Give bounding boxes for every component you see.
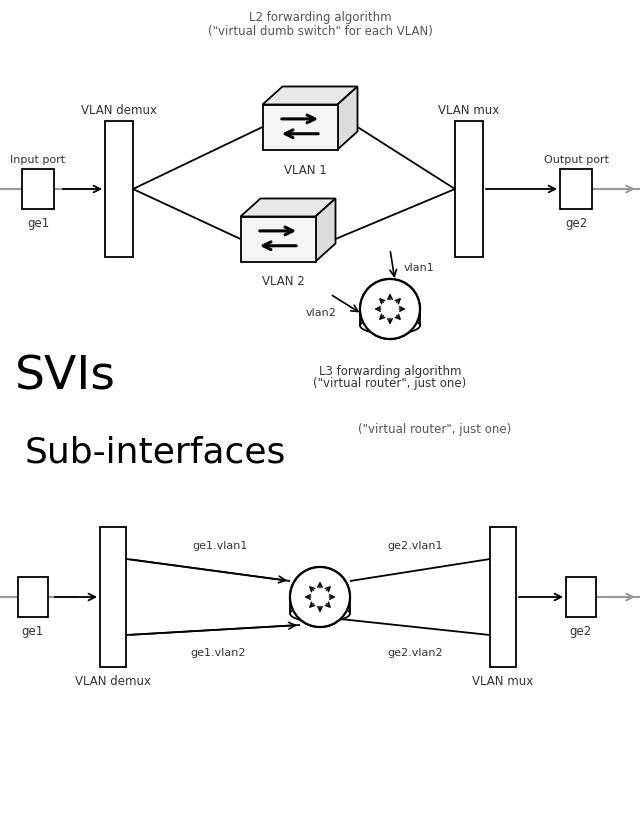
- Text: ge1.vlan2: ge1.vlan2: [190, 648, 246, 657]
- Text: ge2.vlan1: ge2.vlan1: [387, 540, 443, 550]
- Bar: [560, 170, 592, 210]
- Text: ge2.vlan2: ge2.vlan2: [387, 648, 443, 657]
- Text: VLAN mux: VLAN mux: [472, 675, 534, 688]
- Ellipse shape: [290, 605, 350, 622]
- Circle shape: [290, 567, 350, 627]
- Bar: [490, 528, 516, 667]
- Bar: [105, 122, 133, 258]
- Bar: [241, 218, 316, 262]
- Text: L3 forwarding algorithm: L3 forwarding algorithm: [319, 365, 461, 378]
- Text: vlan2: vlan2: [306, 308, 337, 318]
- Polygon shape: [262, 88, 358, 105]
- Circle shape: [360, 280, 420, 340]
- Text: vlan1: vlan1: [404, 263, 435, 273]
- Bar: [566, 577, 596, 617]
- Bar: [455, 122, 483, 258]
- Text: ge1: ge1: [27, 218, 49, 230]
- Text: VLAN 2: VLAN 2: [262, 275, 305, 288]
- Text: ge2: ge2: [570, 624, 592, 638]
- Circle shape: [290, 567, 350, 627]
- Bar: [18, 577, 48, 617]
- Text: ("virtual dumb switch" for each VLAN): ("virtual dumb switch" for each VLAN): [207, 25, 433, 37]
- Text: ("virtual router", just one): ("virtual router", just one): [314, 377, 467, 390]
- Polygon shape: [316, 199, 335, 262]
- Text: Input port: Input port: [10, 155, 65, 165]
- Text: L2 forwarding algorithm: L2 forwarding algorithm: [249, 12, 391, 25]
- Text: VLAN 1: VLAN 1: [284, 163, 326, 176]
- Ellipse shape: [360, 318, 420, 334]
- Bar: [100, 528, 126, 667]
- Bar: [22, 170, 54, 210]
- Bar: [262, 105, 337, 151]
- Polygon shape: [337, 88, 358, 151]
- Text: VLAN mux: VLAN mux: [438, 103, 500, 117]
- Text: Sub-interfaces: Sub-interfaces: [24, 436, 285, 470]
- Text: VLAN demux: VLAN demux: [81, 103, 157, 117]
- Text: ge2: ge2: [565, 218, 587, 230]
- Text: Output port: Output port: [543, 155, 609, 165]
- Text: SVIs: SVIs: [15, 355, 115, 399]
- Polygon shape: [241, 199, 335, 218]
- Circle shape: [360, 280, 420, 340]
- Text: ge1.vlan1: ge1.vlan1: [192, 540, 248, 550]
- Text: ge1: ge1: [22, 624, 44, 638]
- Text: ("virtual router", just one): ("virtual router", just one): [358, 423, 511, 436]
- Text: VLAN demux: VLAN demux: [75, 675, 151, 688]
